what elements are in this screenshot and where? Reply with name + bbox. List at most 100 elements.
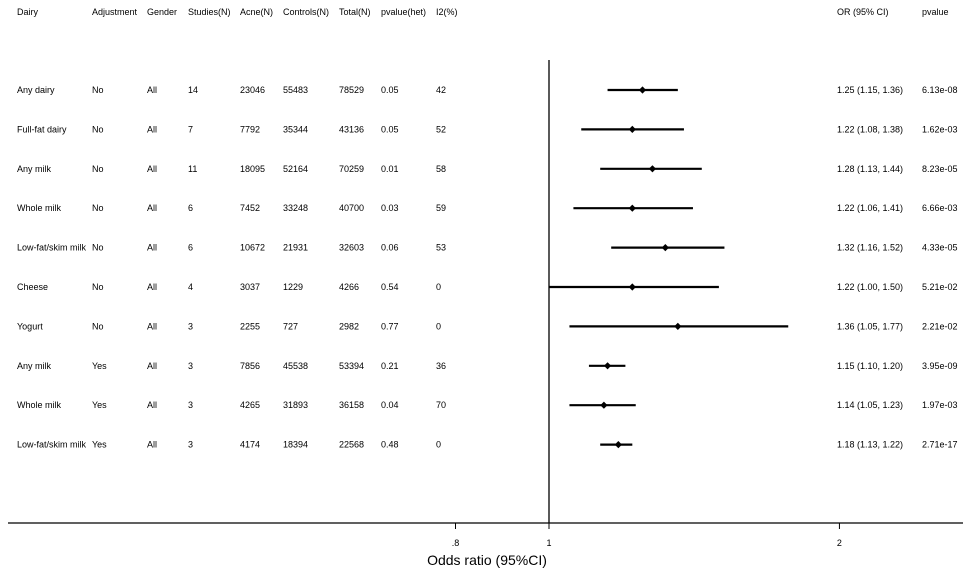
cell-dairy: Full-fat dairy	[17, 124, 67, 134]
point-estimate-marker	[674, 322, 682, 330]
cell-controls: 18394	[283, 440, 308, 450]
cell-dairy: Whole milk	[17, 400, 62, 410]
cell-adjustment: No	[92, 243, 104, 253]
cell-controls: 52164	[283, 164, 308, 174]
forest-row: Any milk Yes All 3 7856 45538 53394 0.21 36 1.15 …	[17, 361, 958, 371]
header-studies: Studies(N)	[188, 7, 231, 17]
cell-dairy: Yogurt	[17, 321, 43, 331]
cell-acne: 4174	[240, 440, 260, 450]
cell-i2: 0	[436, 440, 441, 450]
cell-dairy: Any milk	[17, 361, 52, 371]
cell-gender: All	[147, 85, 157, 95]
cell-i2: 70	[436, 400, 446, 410]
cell-pvalue: 2.21e-02	[922, 321, 958, 331]
cell-controls: 55483	[283, 85, 308, 95]
cell-adjustment: No	[92, 85, 104, 95]
cell-pvalue: 8.23e-05	[922, 164, 958, 174]
cell-controls: 33248	[283, 203, 308, 213]
cell-or-text: 1.32 (1.16, 1.52)	[837, 243, 903, 253]
cell-gender: All	[147, 321, 157, 331]
cell-adjustment: No	[92, 124, 104, 134]
cell-total: 40700	[339, 203, 364, 213]
cell-pvalue: 3.95e-09	[922, 361, 958, 371]
point-estimate-marker	[628, 204, 636, 212]
cell-pvalue: 1.62e-03	[922, 124, 958, 134]
cell-dairy: Low-fat/skim milk	[17, 440, 87, 450]
cell-total: 78529	[339, 85, 364, 95]
cell-phet: 0.54	[381, 282, 399, 292]
cell-i2: 0	[436, 282, 441, 292]
header-acne: Acne(N)	[240, 7, 273, 17]
forest-row: Whole milk No All 6 7452 33248 40700 0.03 59 1.22…	[17, 203, 958, 213]
cell-i2: 53	[436, 243, 446, 253]
cell-acne: 4265	[240, 400, 260, 410]
cell-i2: 58	[436, 164, 446, 174]
cell-total: 2982	[339, 321, 359, 331]
header-pvalue: pvalue	[922, 7, 949, 17]
point-estimate-marker	[614, 441, 622, 449]
cell-gender: All	[147, 400, 157, 410]
cell-acne: 7452	[240, 203, 260, 213]
cell-total: 36158	[339, 400, 364, 410]
forest-row: Low-fat/skim milk Yes All 3 4174 18394 22568 0.…	[17, 440, 958, 450]
cell-adjustment: No	[92, 282, 104, 292]
cell-acne: 3037	[240, 282, 260, 292]
cell-studies: 3	[188, 440, 193, 450]
cell-gender: All	[147, 203, 157, 213]
cell-phet: 0.05	[381, 85, 399, 95]
cell-total: 53394	[339, 361, 364, 371]
cell-i2: 36	[436, 361, 446, 371]
cell-phet: 0.21	[381, 361, 399, 371]
cell-adjustment: Yes	[92, 361, 107, 371]
header-controls: Controls(N)	[283, 7, 329, 17]
cell-studies: 6	[188, 243, 193, 253]
forest-row: Whole milk Yes All 3 4265 31893 36158 0.04 70 1.1…	[17, 400, 958, 410]
cell-acne: 2255	[240, 321, 260, 331]
point-estimate-marker	[603, 362, 612, 370]
cell-controls: 1229	[283, 282, 303, 292]
cell-phet: 0.04	[381, 400, 399, 410]
point-estimate-marker	[638, 86, 647, 94]
header-gender: Gender	[147, 7, 177, 17]
cell-studies: 3	[188, 361, 193, 371]
cell-dairy: Any dairy	[17, 85, 55, 95]
header-adjustment: Adjustment	[92, 7, 138, 17]
cell-or-text: 1.36 (1.05, 1.77)	[837, 321, 903, 331]
cell-pvalue: 1.97e-03	[922, 400, 958, 410]
cell-gender: All	[147, 282, 157, 292]
cell-gender: All	[147, 440, 157, 450]
cell-phet: 0.48	[381, 440, 399, 450]
forest-rows: Any dairy No All 14 23046 55483 78529 0.05 42 1.2…	[17, 85, 958, 450]
forest-row: Yogurt No All 3 2255 727 2982 0.77 0 1.36 (1.05, …	[17, 321, 958, 331]
header-total: Total(N)	[339, 7, 371, 17]
cell-studies: 11	[188, 164, 197, 174]
cell-phet: 0.03	[381, 203, 399, 213]
x-tick-label: 1	[546, 538, 551, 548]
cell-or-text: 1.28 (1.13, 1.44)	[837, 164, 903, 174]
x-axis-ticks: .8 1 2	[452, 523, 842, 548]
cell-adjustment: No	[92, 164, 104, 174]
cell-gender: All	[147, 361, 157, 371]
cell-acne: 10672	[240, 243, 265, 253]
header-or: OR (95% CI)	[837, 7, 889, 17]
x-tick-label: .8	[452, 538, 460, 548]
cell-total: 4266	[339, 282, 359, 292]
cell-phet: 0.77	[381, 321, 399, 331]
cell-pvalue: 6.66e-03	[922, 203, 958, 213]
cell-pvalue: 4.33e-05	[922, 243, 958, 253]
cell-controls: 31893	[283, 400, 308, 410]
cell-dairy: Any milk	[17, 164, 52, 174]
cell-gender: All	[147, 164, 157, 174]
point-estimate-marker	[648, 165, 657, 173]
cell-phet: 0.01	[381, 164, 399, 174]
point-estimate-marker	[628, 125, 636, 133]
cell-phet: 0.06	[381, 243, 399, 253]
cell-studies: 14	[188, 85, 198, 95]
cell-total: 32603	[339, 243, 364, 253]
cell-i2: 52	[436, 124, 446, 134]
cell-gender: All	[147, 124, 157, 134]
cell-controls: 45538	[283, 361, 308, 371]
header-phet: pvalue(het)	[381, 7, 426, 17]
cell-or-text: 1.18 (1.13, 1.22)	[837, 440, 903, 450]
cell-acne: 23046	[240, 85, 265, 95]
